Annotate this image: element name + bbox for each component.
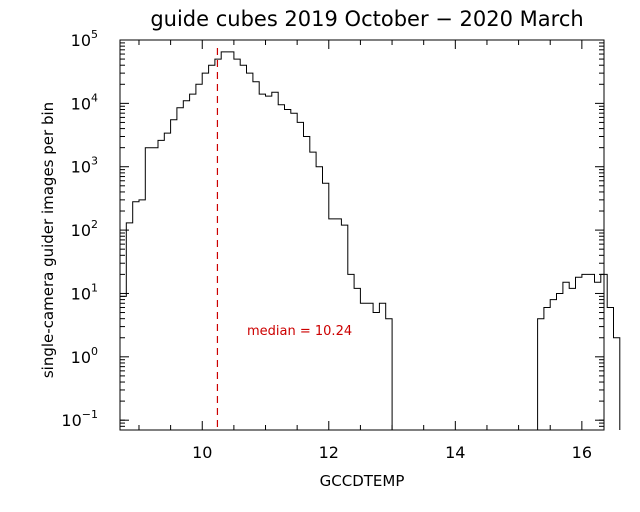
- y-tick-label: 104: [71, 91, 98, 113]
- histogram-steps: [119, 51, 621, 431]
- y-tick-labels: 10−1 100 101 102 103 104 105: [61, 28, 98, 430]
- axis-ticks: [120, 39, 604, 431]
- plot-frame: [119, 39, 605, 431]
- y-tick-label: 105: [71, 28, 98, 50]
- y-tick-label: 10−1: [61, 408, 98, 430]
- y-tick-label: 102: [71, 218, 98, 240]
- y-tick-label: 101: [71, 281, 98, 303]
- x-tick-label: 10: [192, 443, 212, 462]
- x-tick-labels: 10 12 14 16: [192, 443, 592, 462]
- y-tick-label: 100: [71, 345, 98, 367]
- x-axis-label: GCCDTEMP: [320, 472, 405, 490]
- x-tick-label: 16: [572, 443, 592, 462]
- x-tick-label: 14: [445, 443, 465, 462]
- chart-title: guide cubes 2019 October − 2020 March: [150, 7, 583, 31]
- x-tick-label: 12: [319, 443, 339, 462]
- median-annotation: median = 10.24: [247, 324, 352, 339]
- y-tick-label: 103: [71, 155, 98, 177]
- y-axis-label: single-camera guider images per bin: [39, 102, 57, 378]
